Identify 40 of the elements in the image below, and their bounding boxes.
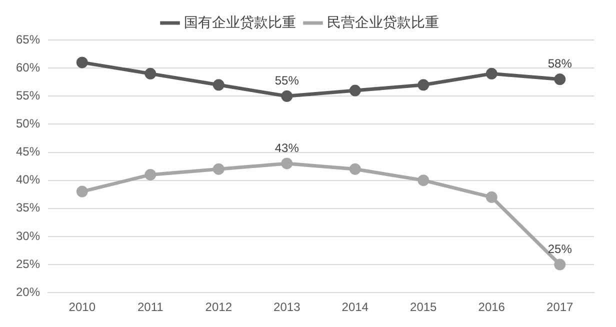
y-tick-label: 20% <box>16 284 40 299</box>
point <box>349 84 361 96</box>
point <box>144 68 156 80</box>
x-tick-label: 2016 <box>478 300 506 314</box>
x-tick-label: 2012 <box>205 300 232 314</box>
x-tick-label: 2015 <box>410 300 438 314</box>
point <box>486 68 498 80</box>
point <box>349 163 361 175</box>
y-tick-label: 40% <box>16 172 40 187</box>
x-tick-label: 2017 <box>546 300 574 314</box>
point <box>486 191 498 203</box>
data-label: 58% <box>548 56 572 71</box>
y-tick-label: 35% <box>16 200 40 215</box>
point <box>554 74 566 86</box>
x-tick-label: 2011 <box>137 300 164 314</box>
data-label: 55% <box>274 73 300 88</box>
y-tick-label: 60% <box>16 60 40 74</box>
y-tick-label: 65% <box>16 32 40 46</box>
data-label: 25% <box>548 242 572 256</box>
y-tick-label: 55% <box>16 88 40 102</box>
point <box>212 163 224 175</box>
point <box>76 56 88 68</box>
data-label: 43% <box>274 140 300 155</box>
point <box>418 79 430 91</box>
point <box>144 168 156 180</box>
legend-label: 民营企业贷款比重 <box>327 14 439 30</box>
point <box>554 258 566 270</box>
point <box>76 186 88 198</box>
y-tick-label: 45% <box>16 144 40 159</box>
x-tick-label: 2010 <box>68 300 96 314</box>
point <box>281 90 293 102</box>
point <box>212 79 224 91</box>
y-tick-label: 30% <box>16 228 40 243</box>
x-tick-label: 2013 <box>274 300 301 314</box>
point <box>281 158 293 170</box>
legend-label: 国有企业贷款比重 <box>184 14 296 30</box>
y-tick-label: 25% <box>16 256 40 271</box>
point <box>418 174 430 186</box>
x-tick-label: 2014 <box>342 300 369 314</box>
y-tick-label: 50% <box>16 116 40 131</box>
